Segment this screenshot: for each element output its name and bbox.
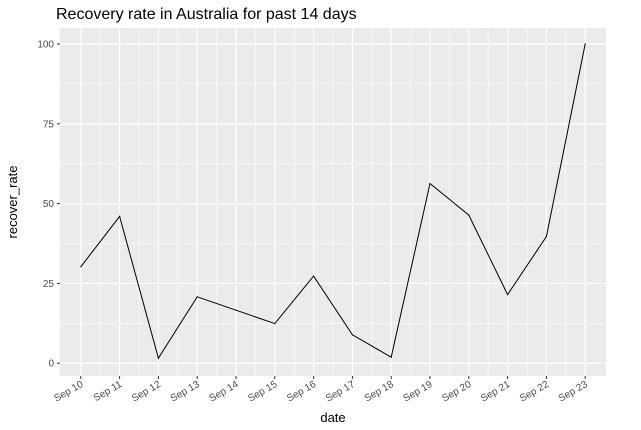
y-tick-label: 50 <box>43 199 55 210</box>
y-axis-label: recover_rate <box>5 166 20 239</box>
data-point <box>313 275 315 277</box>
series-line <box>80 43 586 360</box>
data-point <box>545 235 548 238</box>
series-points <box>80 43 586 359</box>
data-point <box>235 309 237 311</box>
y-axis-ticks: 0 25 50 75 100 <box>37 39 60 370</box>
x-tick-label: Sep 11 <box>92 379 125 404</box>
data-point <box>157 357 159 359</box>
y-tick-label: 0 <box>48 359 54 370</box>
x-tick-label: Sep 20 <box>440 379 473 405</box>
y-tick-label: 75 <box>43 119 55 130</box>
data-point <box>274 323 276 325</box>
x-tick-label: Sep 16 <box>285 379 318 405</box>
data-point <box>468 214 470 216</box>
x-tick-label: Sep 23 <box>557 379 590 405</box>
x-tick-label: Sep 19 <box>402 379 435 405</box>
x-tick-label: Sep 22 <box>518 379 551 405</box>
x-tick-label: Sep 10 <box>52 379 85 405</box>
x-axis-label: date <box>320 410 345 425</box>
x-tick-label: Sep 14 <box>208 379 241 405</box>
y-tick-label: 25 <box>43 279 55 290</box>
data-point <box>507 293 509 296</box>
x-tick-label: Sep 21 <box>479 379 512 405</box>
x-axis-ticks: Sep 10 Sep 11 Sep 12 Sep 13 Sep 14 Sep 15 Sep … <box>52 376 590 404</box>
data-point <box>429 182 431 185</box>
data-point <box>390 356 392 358</box>
y-tick-label: 100 <box>37 39 54 50</box>
data-point <box>80 266 82 268</box>
data-point <box>196 296 198 298</box>
x-tick-label: Sep 18 <box>363 379 396 405</box>
data-point <box>351 334 353 336</box>
x-tick-label: Sep 15 <box>246 379 279 405</box>
data-point <box>584 43 586 45</box>
data-point <box>119 215 121 217</box>
x-tick-label: Sep 12 <box>130 379 163 405</box>
x-tick-label: Sep 13 <box>169 379 202 405</box>
x-tick-label: Sep 17 <box>324 379 357 405</box>
chart-title: Recovery rate in Australia for past 14 d… <box>56 6 357 23</box>
